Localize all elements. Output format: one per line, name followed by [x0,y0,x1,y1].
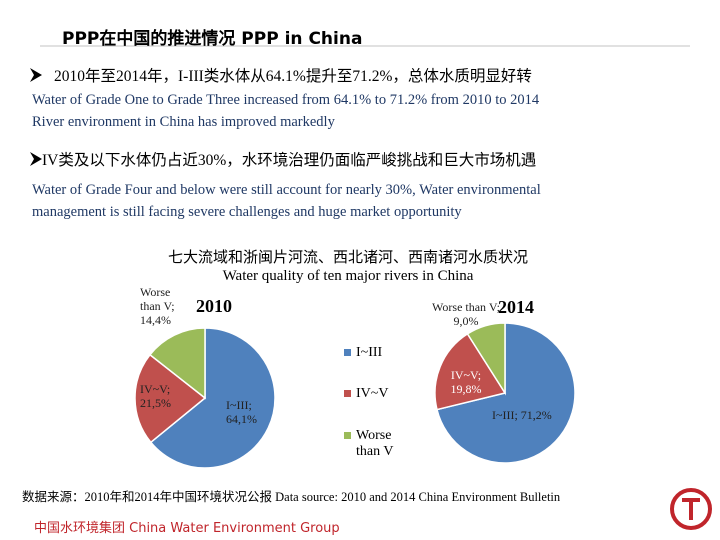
bullet-heading: 2010年至2014年，I-III类水体从64.1%提升至71.2%，总体水质明… [54,68,532,85]
pie-slice [466,322,506,396]
legend-label: IV~V [356,386,389,401]
bullet-arrow [30,68,42,82]
data-label: Worse than V; 14,4% [140,285,175,327]
year-label: 2014 [498,297,534,317]
data-label: IV~V; 21,5% [140,382,171,410]
data-label: I~III; 71,2% [492,408,552,422]
logo [670,488,712,530]
bullet-line: Water of Grade Four and below were still… [32,182,541,198]
pie-slice [434,332,507,411]
legend-swatch [344,349,351,356]
bullet-line: management is still facing severe challe… [32,204,462,220]
source: 数据来源：2010年和2014年中国环境状况公报 Data source: 20… [22,490,561,504]
brand: 中国水环境集团 China Water Environment Group [34,521,340,536]
data-label: Worse than V; 9,0% [432,300,500,328]
data-label: I~III; 64,1% [226,398,257,426]
bullet-arrow [30,152,42,166]
legend-swatch [344,390,351,397]
data-label: IV~V; 19,8% [450,368,482,396]
title: PPP在中国的推进情况 PPP in China [62,29,363,49]
bullet-line: Water of Grade One to Grade Three increa… [32,92,540,108]
legend-swatch [344,432,351,439]
bullet-line: River environment in China has improved … [32,114,335,130]
legend-label: Worse than V [356,428,394,459]
pie-slice [436,322,576,464]
pie-slice [134,353,207,444]
chart-title: 七大流域和浙闽片河流、西北诸河、西南诸河水质状况 [167,250,528,266]
chart-subtitle: Water quality of ten major rivers in Chi… [222,268,474,284]
bullet-heading: IV类及以下水体仍占近30%，水环境治理仍面临严峻挑战和巨大市场机遇 [42,152,537,169]
legend-label: I~III [356,345,383,360]
pie-slice [149,327,276,469]
pie-slice [148,327,206,400]
year-label: 2010 [196,296,232,316]
